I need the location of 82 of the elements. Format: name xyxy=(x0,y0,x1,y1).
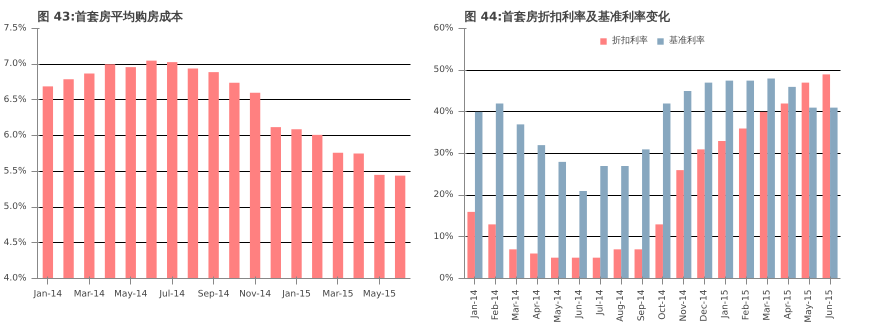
y-tick-label: 50% xyxy=(433,65,454,76)
bar xyxy=(509,249,517,278)
bar xyxy=(780,104,788,278)
legend-label: 基准利率 xyxy=(669,34,705,47)
bar xyxy=(621,166,629,278)
x-tick-label: Mar-14 xyxy=(512,289,522,321)
chart-title: 图 44:首套房折扣利率及基准利率变化 xyxy=(464,10,672,24)
x-tick-label: Jan-14 xyxy=(470,289,480,320)
y-tick-label: 4.0% xyxy=(4,274,27,284)
y-tick-label: 0% xyxy=(439,274,454,284)
x-tick-label: Mar-15 xyxy=(762,289,772,321)
bar xyxy=(830,108,838,278)
y-tick-label: 30% xyxy=(433,148,454,158)
y-tick-label: 6.0% xyxy=(4,130,27,141)
x-tick-label: Feb-14 xyxy=(490,289,501,320)
x-tick-label: Jul-14 xyxy=(158,290,186,300)
bar xyxy=(788,86,796,278)
y-tick-label: 4.5% xyxy=(4,238,27,248)
x-tick-label: Oct-14 xyxy=(658,289,668,320)
bar xyxy=(642,149,650,278)
bar xyxy=(579,191,587,278)
x-tick-label: Aug-14 xyxy=(616,289,626,322)
x-tick-label: Feb-15 xyxy=(742,289,752,320)
y-tick-label: 10% xyxy=(433,232,454,242)
x-tick-label: Jan-15 xyxy=(281,290,311,300)
bar xyxy=(822,74,830,278)
bar xyxy=(746,80,754,278)
bar xyxy=(488,224,496,278)
x-tick-label: Sep-14 xyxy=(637,289,648,322)
x-tick-label: Jun-14 xyxy=(574,289,584,320)
bar xyxy=(738,128,746,278)
x-tick-label: Sep-14 xyxy=(198,290,230,300)
bar xyxy=(802,82,810,278)
x-tick-label: Jun-15 xyxy=(825,289,836,320)
bar xyxy=(516,124,524,278)
bar xyxy=(726,80,734,278)
x-tick-label: Mar-14 xyxy=(74,290,106,300)
x-tick-label: Apr-14 xyxy=(532,289,543,320)
y-tick-label: 5.5% xyxy=(4,166,27,176)
x-tick-label: Mar-15 xyxy=(322,290,354,300)
y-tick-label: 40% xyxy=(433,106,454,117)
y-tick-label: 5.0% xyxy=(4,202,27,212)
bar xyxy=(550,258,558,278)
bar xyxy=(718,141,726,278)
bar xyxy=(767,78,775,278)
y-tick-label: 7.5% xyxy=(4,24,27,34)
y-tick-label: 7.0% xyxy=(4,59,27,70)
bar xyxy=(538,145,546,278)
x-tick-label: Jan-15 xyxy=(720,289,731,320)
bar xyxy=(676,170,684,278)
bar xyxy=(572,258,580,278)
bar xyxy=(496,104,504,278)
chart-title: 图 43:首套房平均购房成本 xyxy=(38,10,184,24)
x-tick-label: May-15 xyxy=(804,289,814,323)
bar xyxy=(760,112,768,278)
bar xyxy=(474,112,482,278)
legend-label: 折扣利率 xyxy=(612,34,648,47)
y-tick-label: 20% xyxy=(433,190,454,200)
x-tick-label: Jul-14 xyxy=(595,289,606,316)
bar xyxy=(600,166,608,278)
bar xyxy=(655,224,663,278)
bar xyxy=(530,254,538,278)
x-tick-label: May-15 xyxy=(362,290,396,300)
x-tick-label: Jan-14 xyxy=(32,290,62,300)
bar xyxy=(592,258,600,278)
x-tick-label: Dec-14 xyxy=(700,289,710,322)
bar xyxy=(662,104,670,278)
bar xyxy=(467,212,475,278)
bar xyxy=(809,108,817,278)
bar xyxy=(697,149,705,278)
bar xyxy=(558,162,566,278)
x-tick-label: Nov-14 xyxy=(239,290,272,300)
y-tick-label: 6.5% xyxy=(4,94,27,105)
x-tick-label: Apr-15 xyxy=(783,289,794,320)
y-tick-label: 60% xyxy=(433,24,454,34)
x-tick-label: May-14 xyxy=(554,289,564,323)
bar xyxy=(634,249,642,278)
x-tick-label: Nov-14 xyxy=(678,289,689,322)
bar xyxy=(704,82,712,278)
bar xyxy=(684,91,692,278)
x-tick-label: May-14 xyxy=(114,290,148,300)
bar xyxy=(614,249,622,278)
